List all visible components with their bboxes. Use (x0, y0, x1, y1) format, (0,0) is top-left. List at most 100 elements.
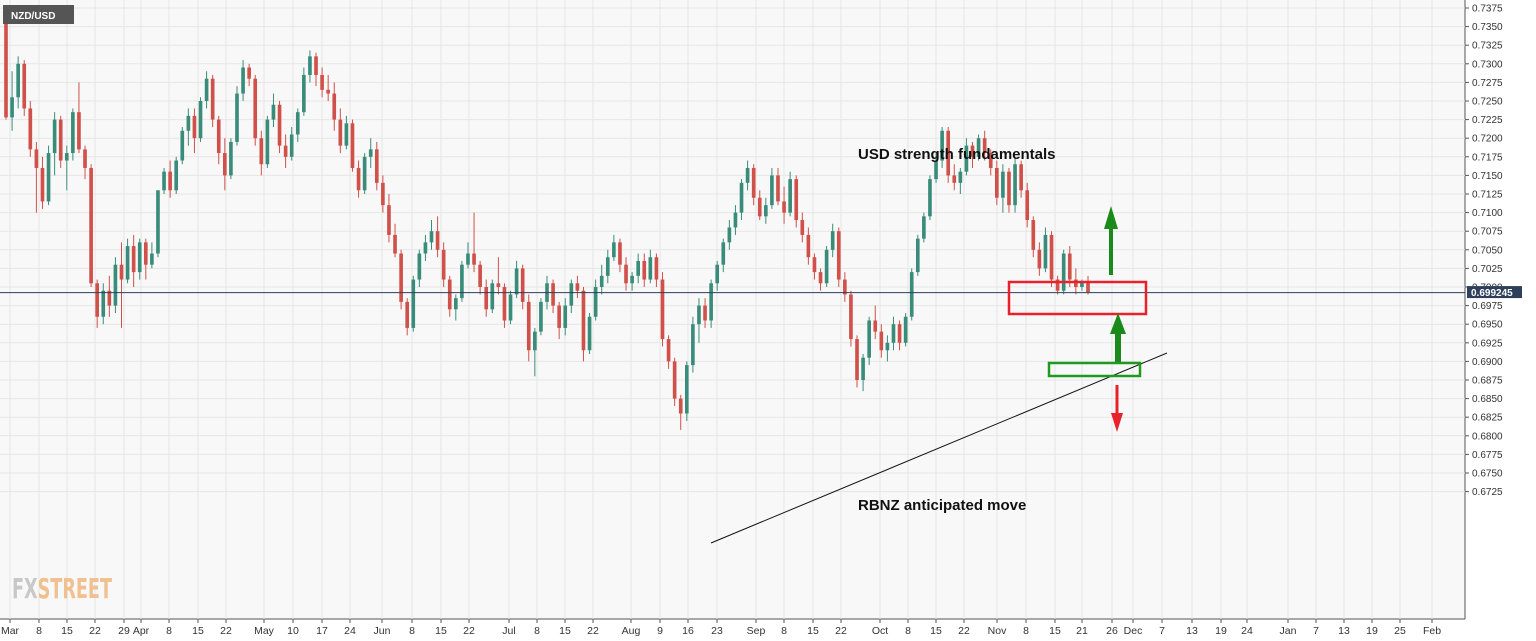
x-tick-label: 15 (559, 625, 571, 637)
candle-body (843, 279, 847, 295)
y-tick-label: 0.7100 (1472, 208, 1503, 219)
y-tick-label: 0.7125 (1472, 190, 1503, 201)
candle-body (502, 287, 507, 321)
candle-body (624, 264, 628, 284)
candle (575, 275, 580, 299)
x-tick-label: 25 (1394, 625, 1406, 637)
candle (326, 74, 330, 101)
plot-background (0, 0, 1465, 619)
candle (107, 275, 112, 317)
candle-body (478, 264, 482, 287)
candle (381, 175, 385, 213)
candle-body (788, 179, 792, 213)
x-tick-label: May (254, 625, 275, 637)
x-tick-label: 22 (587, 625, 599, 637)
candle (830, 223, 835, 258)
candle (368, 138, 373, 168)
x-tick-label: 15 (807, 625, 819, 637)
candle-body (229, 141, 233, 176)
candle (192, 108, 197, 154)
candle (308, 50, 312, 83)
candle (210, 74, 215, 128)
candle (484, 279, 489, 317)
x-tick-label: 13 (1186, 625, 1198, 637)
candle (241, 60, 245, 101)
candle-body (40, 167, 45, 202)
candle-body (302, 74, 306, 113)
candle-body (143, 242, 148, 265)
candle-body (934, 160, 938, 180)
candle (83, 145, 87, 180)
candle (733, 205, 738, 235)
candle (764, 197, 768, 224)
candle-body (873, 320, 878, 332)
candle (533, 327, 537, 377)
candle (95, 279, 100, 328)
x-tick-label: 15 (61, 625, 73, 637)
candle (229, 138, 233, 180)
candle (630, 272, 634, 291)
candle (283, 134, 288, 168)
candle-body (356, 167, 361, 191)
candle-body (1001, 171, 1005, 198)
candle-body (374, 149, 379, 183)
candle (399, 249, 403, 310)
candle-body (970, 145, 975, 157)
candle-body (180, 130, 185, 161)
candle (460, 260, 464, 302)
candle-body (405, 301, 410, 328)
candle-body (915, 238, 920, 273)
candle-body (71, 112, 75, 154)
x-tick-label: Sep (747, 625, 766, 637)
candle (867, 316, 871, 366)
candle-body (101, 290, 106, 317)
candle (180, 127, 185, 165)
candle (508, 290, 513, 325)
candle (405, 298, 410, 336)
candle (654, 253, 659, 287)
candle (295, 108, 300, 142)
candle-body (277, 104, 282, 146)
candle-body (612, 242, 616, 258)
candle (1055, 275, 1060, 295)
candle (557, 301, 561, 340)
candle (885, 335, 890, 362)
candle-body (1049, 234, 1054, 280)
candle-body (678, 398, 683, 414)
candle (569, 279, 574, 314)
candle-body (879, 331, 884, 351)
x-tick-label: 15 (192, 625, 204, 637)
candle (551, 279, 555, 314)
candle-body (119, 264, 124, 280)
candle-body (1080, 281, 1084, 287)
candle-body (204, 78, 209, 101)
candle (666, 335, 671, 369)
candle-body (417, 253, 422, 280)
candle-body (156, 190, 160, 254)
candle-body (727, 227, 732, 243)
candle (362, 153, 367, 194)
candle (496, 257, 501, 295)
y-tick-label: 0.7200 (1472, 134, 1503, 145)
candle-body (745, 167, 750, 183)
candle (28, 101, 33, 157)
candle-body (897, 324, 902, 343)
candle (198, 97, 203, 142)
support-zone-box (1047, 361, 1142, 378)
candle-body (922, 216, 926, 239)
y-tick-label: 0.6850 (1472, 394, 1503, 405)
candle-body (89, 167, 93, 284)
candle (861, 353, 865, 392)
candle-body (994, 167, 999, 198)
candle (958, 167, 963, 194)
candle-body (429, 231, 434, 243)
x-tick-label: Nov (988, 625, 1007, 637)
x-tick-label: 9 (657, 625, 663, 637)
candle (879, 324, 884, 358)
candle (332, 82, 337, 131)
candle (593, 279, 598, 321)
x-grid (9, 0, 1433, 619)
candle (909, 268, 914, 321)
candle (1013, 156, 1017, 213)
candle (143, 238, 148, 280)
